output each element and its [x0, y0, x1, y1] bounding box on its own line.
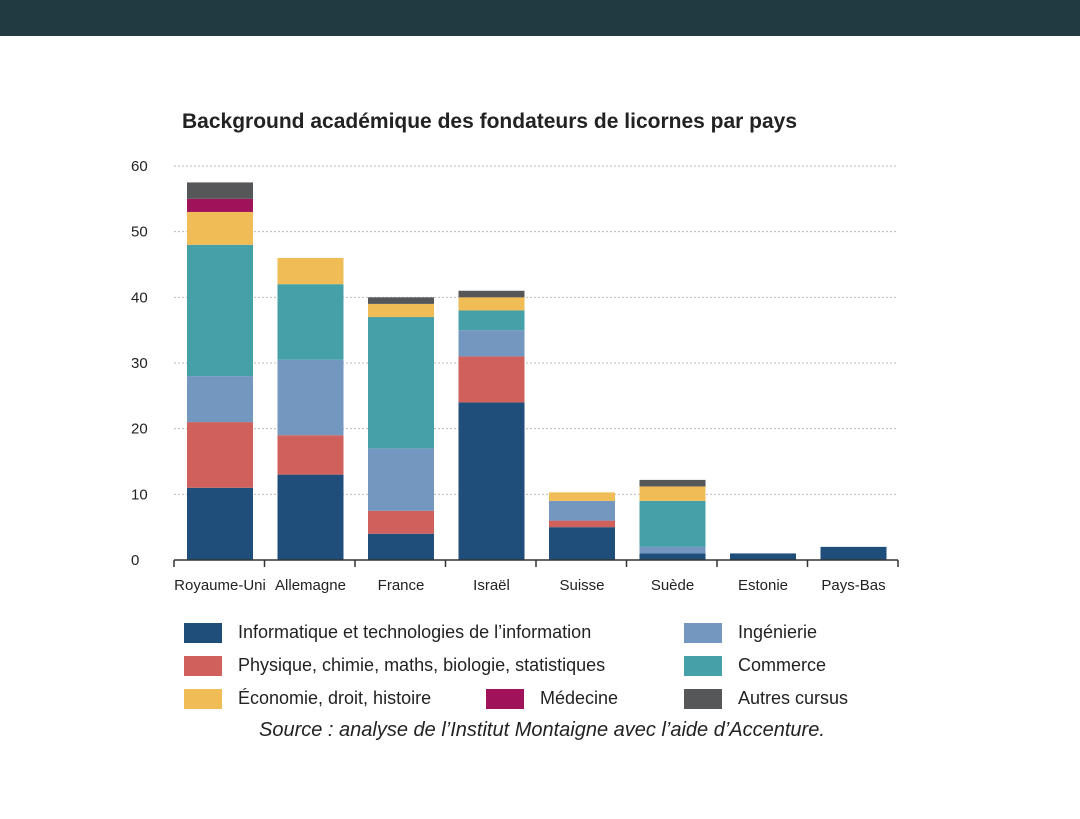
- bar-segment: [549, 500, 615, 521]
- bar-segment: [458, 356, 525, 403]
- bar-segment: [187, 211, 253, 245]
- legend-label: Autres cursus: [738, 688, 849, 708]
- bar-segment: [458, 310, 525, 331]
- bar-segment: [187, 487, 253, 560]
- bar-segment: [277, 435, 344, 475]
- bar-segment: [458, 330, 525, 357]
- bar-segment: [458, 290, 525, 298]
- y-tick-label: 30: [131, 355, 148, 372]
- legend-item: Économie, droit, histoire: [184, 688, 431, 709]
- bar-segment: [277, 257, 344, 285]
- chart-title: Background académique des fondateurs de …: [182, 110, 798, 133]
- bar-segment: [187, 376, 253, 423]
- bar-segment: [277, 359, 344, 436]
- legend-swatch: [184, 622, 222, 643]
- x-tick-label: Israël: [473, 577, 510, 594]
- x-tick-label: Pays-Bas: [821, 577, 885, 594]
- bar-segment: [368, 510, 434, 534]
- bar-segment: [187, 422, 253, 488]
- legend-label: Ingénierie: [738, 622, 818, 642]
- bar-segment: [187, 198, 253, 212]
- legend-label: Physique, chimie, maths, biologie, stati…: [238, 655, 606, 675]
- legend-item: Autres cursus: [684, 688, 848, 709]
- bar-segment: [639, 486, 706, 501]
- bar-segment: [368, 303, 434, 318]
- bar-segment: [368, 448, 434, 511]
- y-tick-label: 60: [131, 158, 148, 175]
- bar-segment: [368, 297, 434, 304]
- bar-segment: [368, 317, 434, 449]
- bar-segment: [458, 297, 525, 311]
- legend-item: Médecine: [486, 688, 618, 709]
- chart-source: Source : analyse de l’Institut Montaigne…: [259, 719, 825, 741]
- legend-swatch: [684, 622, 722, 643]
- bar-segment: [368, 533, 434, 560]
- legend-item: Informatique et technologies de l’inform…: [184, 622, 591, 643]
- legend-swatch: [184, 655, 222, 676]
- legend-swatch: [184, 688, 222, 709]
- top-bar: [0, 0, 1080, 36]
- y-tick-label: 20: [131, 421, 148, 438]
- x-tick-label: Suisse: [559, 577, 604, 594]
- x-tick-label: Allemagne: [275, 577, 346, 594]
- bar-segment: [639, 546, 706, 554]
- legend-item: Physique, chimie, maths, biologie, stati…: [184, 655, 605, 676]
- y-tick-label: 0: [131, 552, 139, 569]
- legend-item: Commerce: [684, 655, 826, 676]
- y-tick-label: 50: [131, 224, 148, 241]
- legend-label: Informatique et technologies de l’inform…: [238, 622, 592, 642]
- bar-segment: [639, 479, 706, 487]
- bar-segment: [549, 520, 615, 528]
- y-tick-label: 10: [131, 486, 148, 503]
- bar-segment: [277, 284, 344, 360]
- legend-label: Médecine: [540, 688, 619, 708]
- x-tick-label: France: [378, 577, 425, 594]
- legend-swatch: [684, 688, 722, 709]
- bar-segment: [549, 527, 615, 560]
- legend-swatch: [486, 688, 524, 709]
- x-tick-label: Suède: [651, 577, 694, 594]
- bar-segment: [730, 553, 796, 560]
- bar-segment: [639, 553, 706, 560]
- bar-segment: [187, 182, 253, 199]
- legend-swatch: [684, 655, 722, 676]
- legend-item: Ingénierie: [684, 622, 817, 643]
- bar-segment: [639, 500, 706, 547]
- bar-segment: [820, 546, 887, 560]
- bar-segment: [187, 244, 253, 377]
- bar-segment: [549, 492, 615, 501]
- bar-segment: [458, 402, 525, 560]
- legend-label: Économie, droit, histoire: [238, 688, 432, 708]
- y-tick-label: 40: [131, 289, 148, 306]
- bar-segment: [277, 474, 344, 560]
- x-tick-label: Royaume-Uni: [174, 577, 266, 594]
- x-tick-label: Estonie: [738, 577, 788, 594]
- legend-label: Commerce: [738, 655, 827, 675]
